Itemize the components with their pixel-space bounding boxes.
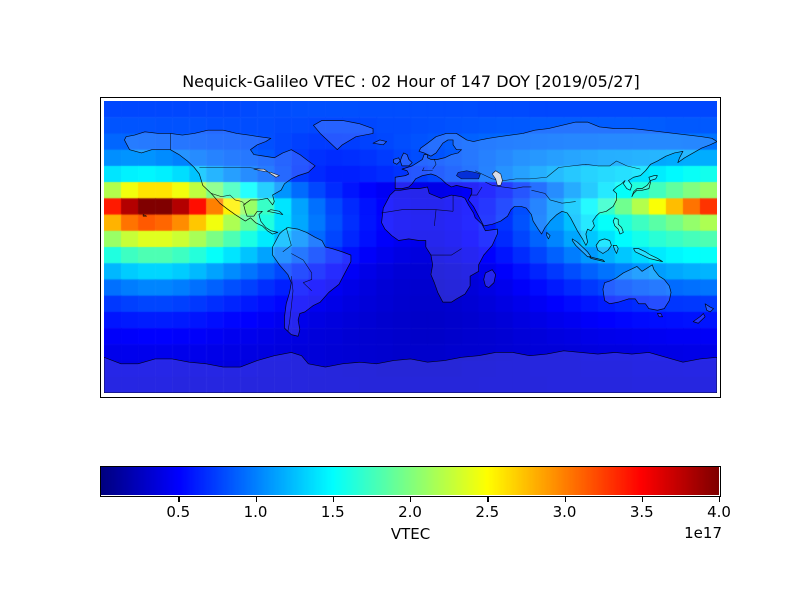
map-geometry bbox=[657, 314, 662, 317]
map-geometry bbox=[373, 140, 387, 145]
colorbar-tick-mark bbox=[641, 496, 644, 502]
colorbar-tick-label: 1.5 bbox=[320, 503, 345, 521]
map-geometry bbox=[492, 171, 502, 186]
colorbar-tick-label: 4.0 bbox=[707, 503, 731, 521]
map-geometry bbox=[254, 169, 280, 177]
map-geometry bbox=[422, 168, 432, 171]
map-geometry bbox=[124, 130, 315, 234]
map-geometry bbox=[382, 187, 498, 302]
colorbar-tick-mark bbox=[332, 496, 335, 502]
map-geometry bbox=[267, 210, 282, 215]
map-geometry bbox=[470, 187, 482, 195]
map-geometry bbox=[693, 314, 705, 324]
map-geometry bbox=[475, 161, 640, 180]
map-geometry bbox=[456, 171, 480, 179]
map-geometry bbox=[291, 253, 311, 290]
map-geometry bbox=[632, 176, 658, 197]
map-geometry bbox=[634, 249, 663, 262]
colorbar-tick-mark bbox=[719, 496, 721, 502]
colorbar-scale-exponent: 1e17 bbox=[684, 524, 722, 542]
map-geometry bbox=[288, 276, 293, 331]
colorbar-frame bbox=[100, 466, 721, 497]
map-geometry bbox=[104, 351, 717, 393]
map-geometry bbox=[395, 122, 717, 245]
vtec-heatmap-canvas bbox=[104, 101, 717, 393]
map-geometry bbox=[211, 193, 245, 204]
map-geometry bbox=[433, 159, 436, 169]
map-geometry bbox=[313, 120, 373, 149]
map-geometry bbox=[400, 153, 412, 166]
map-geometry bbox=[531, 190, 575, 203]
colorbar-tick-label: 3.0 bbox=[552, 503, 577, 521]
map-geometry bbox=[273, 228, 351, 337]
world-coastlines-overlay bbox=[104, 101, 717, 393]
colorbar-gradient-canvas bbox=[101, 467, 719, 495]
map-geometry bbox=[382, 210, 454, 213]
map-geometry bbox=[547, 232, 550, 238]
map-geometry bbox=[613, 218, 623, 234]
colorbar-tick-label: 2.0 bbox=[398, 503, 422, 521]
chart-title: Nequick-Galileo VTEC : 02 Hour of 147 DO… bbox=[182, 72, 640, 91]
map-geometry bbox=[572, 239, 591, 257]
colorbar-tick-label: 1.0 bbox=[243, 503, 268, 521]
map-geometry bbox=[434, 210, 436, 226]
map-geometry bbox=[596, 239, 611, 254]
colorbar-tick-mark bbox=[564, 496, 566, 502]
map-geometry bbox=[485, 182, 531, 188]
map-geometry bbox=[705, 304, 714, 312]
colorbar-axis-label: VTEC bbox=[390, 525, 431, 543]
map-geometry bbox=[603, 265, 671, 310]
map-geometry bbox=[431, 249, 462, 255]
map-geometry bbox=[143, 215, 146, 217]
colorbar-tick-mark bbox=[178, 496, 180, 502]
colorbar-tick-label: 2.5 bbox=[475, 503, 500, 521]
map-geometry bbox=[484, 270, 496, 288]
colorbar-tick-mark bbox=[255, 496, 257, 502]
colorbar-tick-label: 3.5 bbox=[629, 503, 654, 521]
colorbar-tick-mark bbox=[487, 496, 489, 502]
map-geometry bbox=[199, 168, 260, 170]
map-geometry bbox=[589, 257, 604, 262]
map-geometry bbox=[393, 158, 400, 164]
map-geometry bbox=[613, 245, 618, 253]
map-geometry bbox=[283, 228, 292, 252]
colorbar-tick-label: 0.5 bbox=[166, 503, 191, 521]
colorbar-tick-mark bbox=[410, 496, 412, 502]
